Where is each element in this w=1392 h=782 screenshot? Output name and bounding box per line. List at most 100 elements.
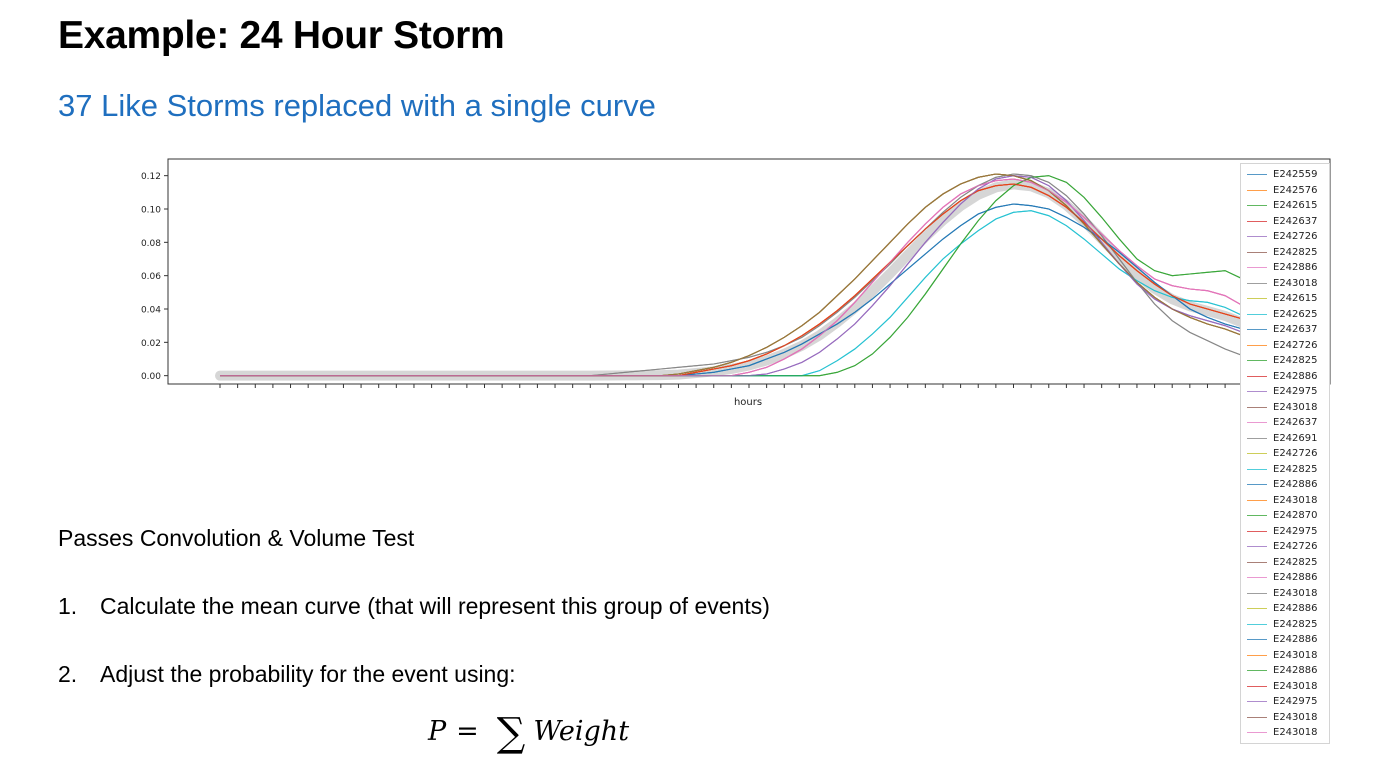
legend-swatch [1247,623,1267,625]
legend-item: E242637 [1241,214,1329,230]
legend-label: E242870 [1273,510,1318,522]
series-line-E242886 [220,175,1279,377]
legend-item: E242825 [1241,462,1329,478]
mean-curve-band [215,179,1283,381]
legend-swatch [1247,406,1267,408]
step-1-text: Calculate the mean curve (that will repr… [100,593,770,619]
legend-label: E243018 [1273,727,1318,739]
legend-label: E242886 [1273,572,1318,584]
legend-item: E242691 [1241,431,1329,447]
legend-label: E242825 [1273,355,1318,367]
legend-item: E242825 [1241,245,1329,261]
series-line-E242625 [220,210,1279,377]
legend-label: E242637 [1273,324,1318,336]
legend-swatch [1247,437,1267,439]
legend-item: E242825 [1241,555,1329,571]
y-tick-label: 0.00 [141,372,161,382]
legend-swatch [1247,561,1267,563]
y-tick-label: 0.10 [141,206,161,216]
legend-item: E242886 [1241,632,1329,648]
legend-label: E242615 [1273,293,1318,305]
series-line-E242975 [220,183,1279,377]
formula-rhs: Weight [533,715,630,747]
legend-swatch [1247,174,1267,176]
series-line-E242886 [220,173,1279,377]
legend-swatch [1247,251,1267,253]
legend-swatch [1247,313,1267,315]
step-2: 2. Adjust the probability for the event … [58,661,516,688]
series-line-E242825 [220,173,1279,377]
legend-swatch [1247,499,1267,501]
legend-item: E242615 [1241,291,1329,307]
chart-legend: E242559 E242576 E242615 E242637 E242726 E2428… [1240,163,1330,744]
series-line-E242691 [220,173,1279,377]
legend-label: E242625 [1273,308,1318,320]
legend-item: E242870 [1241,508,1329,524]
legend-swatch [1247,670,1267,672]
legend-label: E242825 [1273,246,1318,258]
series-line-E242637 [220,203,1279,377]
legend-label: E243018 [1273,649,1318,661]
step-2-number: 2. [58,661,78,687]
legend-label: E243018 [1273,401,1318,413]
legend-swatch [1247,654,1267,656]
legend-item: E243018 [1241,725,1329,741]
legend-item: E242975 [1241,694,1329,710]
probability-formula: P = ∑ Weight [428,708,630,756]
mean-curve [215,179,1283,381]
legend-swatch [1247,515,1267,517]
series-line-E242975 [220,175,1279,377]
legend-label: E243018 [1273,711,1318,723]
legend-item: E242726 [1241,338,1329,354]
legend-item: E242886 [1241,570,1329,586]
legend-label: E242726 [1273,231,1318,243]
legend-swatch [1247,220,1267,222]
series-line-E242726 [220,175,1279,377]
legend-swatch [1247,236,1267,238]
legend-item: E242576 [1241,183,1329,199]
legend-swatch [1247,329,1267,331]
legend-item: E242825 [1241,353,1329,369]
legend-item: E242637 [1241,415,1329,431]
legend-swatch [1247,422,1267,424]
series-line-E242726 [220,183,1279,377]
legend-swatch [1247,344,1267,346]
legend-label: E242825 [1273,618,1318,630]
legend-label: E242691 [1273,432,1318,444]
legend-swatch [1247,701,1267,703]
y-tick-label: 0.12 [141,172,161,182]
x-ticks [219,384,1279,388]
series-line-E242886 [220,203,1279,377]
formula-equals: = [456,715,479,747]
legend-label: E242975 [1273,386,1318,398]
legend-label: E242825 [1273,463,1318,475]
legend-label: E242886 [1273,634,1318,646]
legend-label: E242975 [1273,525,1318,537]
series-line-E242886 [220,203,1279,377]
legend-swatch [1247,205,1267,207]
series-line-E242726 [220,175,1279,377]
legend-swatch [1247,282,1267,284]
legend-label: E242637 [1273,417,1318,429]
series-line-E243018 [220,173,1279,377]
passes-test-text: Passes Convolution & Volume Test [58,525,415,551]
legend-swatch [1247,360,1267,362]
slide-subtitle: 37 Like Storms replaced with a single cu… [58,88,656,123]
legend-item: E242886 [1241,260,1329,276]
legend-label: E242726 [1273,339,1318,351]
step-2-text: Adjust the probability for the event usi… [100,661,516,687]
legend-item: E242559 [1241,167,1329,183]
legend-label: E242886 [1273,479,1318,491]
series-line-E242825 [220,173,1279,377]
legend-item: E243018 [1241,679,1329,695]
legend-label: E242576 [1273,184,1318,196]
legend-item: E242625 [1241,307,1329,323]
legend-item: E243018 [1241,710,1329,726]
legend-swatch [1247,577,1267,579]
series-line-E242975 [220,175,1279,377]
legend-label: E242615 [1273,200,1318,212]
legend-swatch [1247,298,1267,300]
legend-item: E242637 [1241,322,1329,338]
legend-label: E242975 [1273,696,1318,708]
legend-item: E243018 [1241,586,1329,602]
